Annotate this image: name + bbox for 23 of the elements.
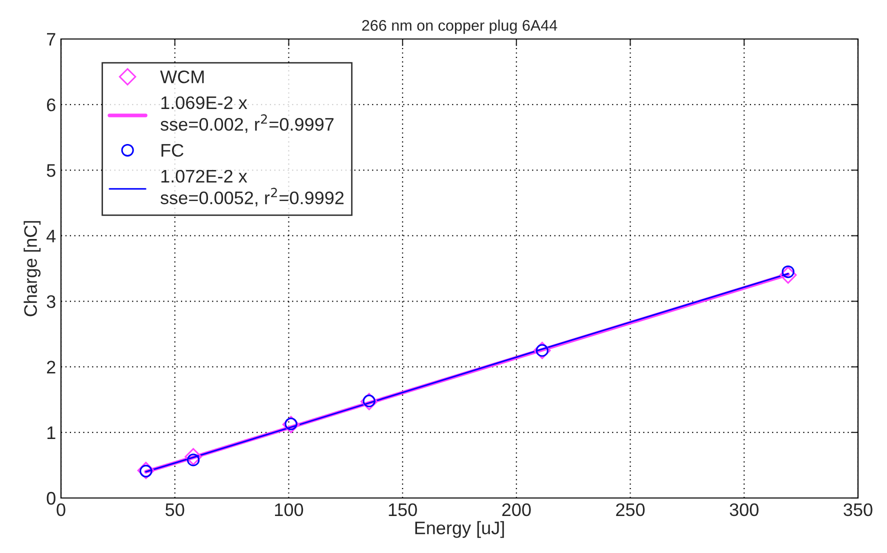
x-tick-label: 100: [275, 503, 304, 516]
y-tick-label: 2: [47, 360, 56, 374]
y-axis-title: Charge [nC]: [24, 221, 41, 316]
y-tick-label: 3: [46, 295, 56, 308]
legend-label: WCM: [160, 70, 204, 84]
x-tick-label: 50: [166, 503, 184, 516]
x-tick-label: 0: [56, 503, 66, 516]
legend-label: 1.072E-2 x sse=0.0052, r$^{2}$=0.9992: [160, 170, 344, 206]
y-tick-label: 5: [46, 164, 56, 177]
y-tick-label: 6: [47, 98, 56, 112]
x-tick-label: 250: [616, 503, 645, 516]
chart-title: 266 nm on copper plug 6A44: [362, 20, 558, 34]
y-tick-label: 0: [46, 492, 56, 505]
x-tick-label: 300: [730, 503, 758, 516]
y-tick-label: 4: [46, 230, 56, 242]
y-tick-label: 7: [47, 33, 56, 46]
y-tick-label: 1: [47, 426, 56, 439]
x-tick-label: 200: [502, 503, 531, 516]
x-tick-label: 150: [388, 503, 417, 516]
x-axis-title: Energy [uJ]: [415, 521, 504, 538]
legend-label: 1.069E-2 x sse=0.002, r$^{2}$=0.9997: [160, 96, 334, 133]
x-tick-label: 350: [844, 503, 872, 516]
legend-label: FC: [162, 144, 184, 157]
